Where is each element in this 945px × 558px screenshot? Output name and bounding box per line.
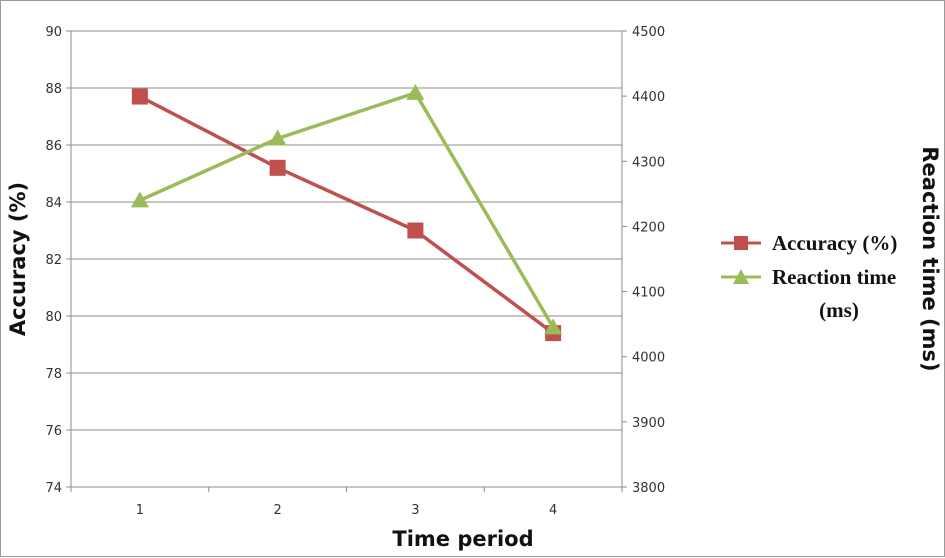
series-layer bbox=[130, 83, 563, 342]
x-tick-labels: 1 2 3 4 bbox=[136, 503, 558, 518]
legend-label-reaction-line1: Reaction time bbox=[772, 265, 896, 289]
left-y-tick-label: 84 bbox=[45, 196, 62, 211]
data-point-reaction-time bbox=[544, 318, 563, 335]
right-y-tick-label: 4000 bbox=[632, 351, 665, 366]
data-point-accuracy bbox=[269, 159, 286, 176]
left-y-tick-label: 86 bbox=[45, 139, 62, 154]
data-point-accuracy bbox=[407, 222, 424, 239]
right-y-tick-label: 4500 bbox=[632, 25, 665, 40]
data-point-reaction-time bbox=[130, 191, 149, 208]
right-y-tick-label: 4200 bbox=[632, 220, 665, 235]
left-y-tick-label: 78 bbox=[45, 367, 62, 382]
x-tick-label: 4 bbox=[549, 503, 557, 518]
right-y-axis-title: Reaction time (ms) bbox=[918, 146, 942, 371]
left-y-tick-label: 88 bbox=[45, 82, 62, 97]
right-y-tick-label: 3900 bbox=[632, 416, 665, 431]
right-y-tick-label: 4400 bbox=[632, 90, 665, 105]
right-y-tick-label: 3800 bbox=[632, 481, 665, 496]
right-y-tick-label: 4100 bbox=[632, 286, 665, 301]
x-tick-label: 3 bbox=[411, 503, 419, 518]
right-y-tick-labels: 3800 3900 4000 4100 4200 4300 4400 4500 bbox=[632, 25, 665, 496]
left-y-tick-label: 76 bbox=[45, 424, 62, 439]
series-line-reaction-time bbox=[139, 91, 555, 329]
legend-label-reaction-line2: (ms) bbox=[819, 298, 859, 322]
left-y-tick-label: 82 bbox=[45, 253, 62, 268]
left-y-axis-title: Accuracy (%) bbox=[6, 182, 30, 336]
left-y-tick-label: 90 bbox=[45, 25, 62, 40]
left-y-tick-label: 80 bbox=[45, 310, 62, 325]
data-point-reaction-time bbox=[406, 83, 425, 100]
legend-swatch-reaction-marker bbox=[733, 269, 749, 284]
legend-swatch-accuracy-marker bbox=[734, 236, 748, 250]
axes bbox=[66, 30, 627, 492]
x-tick-label: 2 bbox=[273, 503, 281, 518]
left-y-tick-labels: 74 76 78 80 82 84 86 88 90 bbox=[45, 25, 62, 496]
data-point-accuracy bbox=[131, 88, 148, 105]
left-y-tick-label: 74 bbox=[45, 481, 62, 496]
grid-lines bbox=[71, 30, 622, 488]
data-point-reaction-time bbox=[268, 129, 287, 146]
right-y-tick-label: 4300 bbox=[632, 155, 665, 170]
series-line-accuracy bbox=[139, 94, 555, 335]
legend-label-accuracy: Accuracy (%) bbox=[772, 231, 897, 255]
legend: Accuracy (%) Reaction time (ms) bbox=[721, 231, 897, 322]
x-axis-title: Time period bbox=[392, 527, 533, 551]
x-tick-label: 1 bbox=[136, 503, 144, 518]
